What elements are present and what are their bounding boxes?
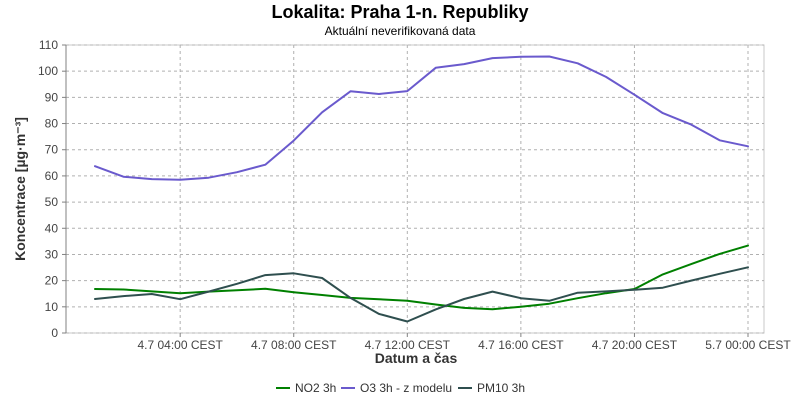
legend-label: PM10 3h: [477, 381, 525, 395]
legend-item: PM10 3h: [458, 381, 525, 395]
y-tick-label: 100: [38, 64, 58, 78]
y-tick-label: 80: [45, 117, 59, 131]
x-axis-title: Datum a čas: [375, 350, 458, 366]
y-tick-label: 110: [39, 38, 58, 52]
series-line-2: [94, 55, 749, 181]
x-tick-label: 4.7 16:00 CEST: [478, 338, 564, 352]
chart-subtitle: Aktuální neverifikovaná data: [325, 24, 476, 38]
y-tick-label: 20: [45, 274, 59, 288]
y-tick-label: 90: [45, 90, 59, 104]
legend-item: O3 3h - z modelu: [341, 381, 452, 395]
y-tick-label: 50: [45, 195, 59, 209]
legend-label: O3 3h - z modelu: [360, 381, 452, 395]
legend-item: NO2 3h: [276, 381, 336, 395]
y-tick-label: 10: [45, 300, 59, 314]
y-tick-label: 30: [45, 247, 59, 261]
series-line-3: [94, 266, 749, 323]
x-tick-label: 4.7 04:00 CEST: [137, 338, 223, 352]
y-tick-label: 0: [51, 326, 58, 340]
chart-title: Lokalita: Praha 1-n. Republiky: [271, 2, 528, 22]
y-tick-label: 70: [45, 143, 59, 157]
x-tick-label: 4.7 12:00 CEST: [365, 338, 451, 352]
series-group: [94, 55, 749, 323]
x-tick-label: 5.7 00:00 CEST: [705, 338, 791, 352]
y-tick-label: 40: [45, 221, 59, 235]
y-axis-title: Koncentrace [µg·m⁻³]: [12, 117, 28, 261]
y-axis-ticks: 0 10 20 30 40 50 60 70 80 90 100 110: [38, 38, 66, 340]
legend: NO2 3h O3 3h - z modelu PM10 3h: [276, 381, 525, 395]
legend-label: NO2 3h: [295, 381, 336, 395]
grid: [66, 44, 764, 334]
y-tick-label: 60: [45, 169, 59, 183]
plot-area: [65, 44, 765, 334]
x-tick-label: 4.7 20:00 CEST: [592, 338, 678, 352]
x-axis-ticks: 4.7 04:00 CEST 4.7 08:00 CEST 4.7 12:00 CE…: [137, 333, 791, 352]
x-tick-label: 4.7 08:00 CEST: [251, 338, 337, 352]
